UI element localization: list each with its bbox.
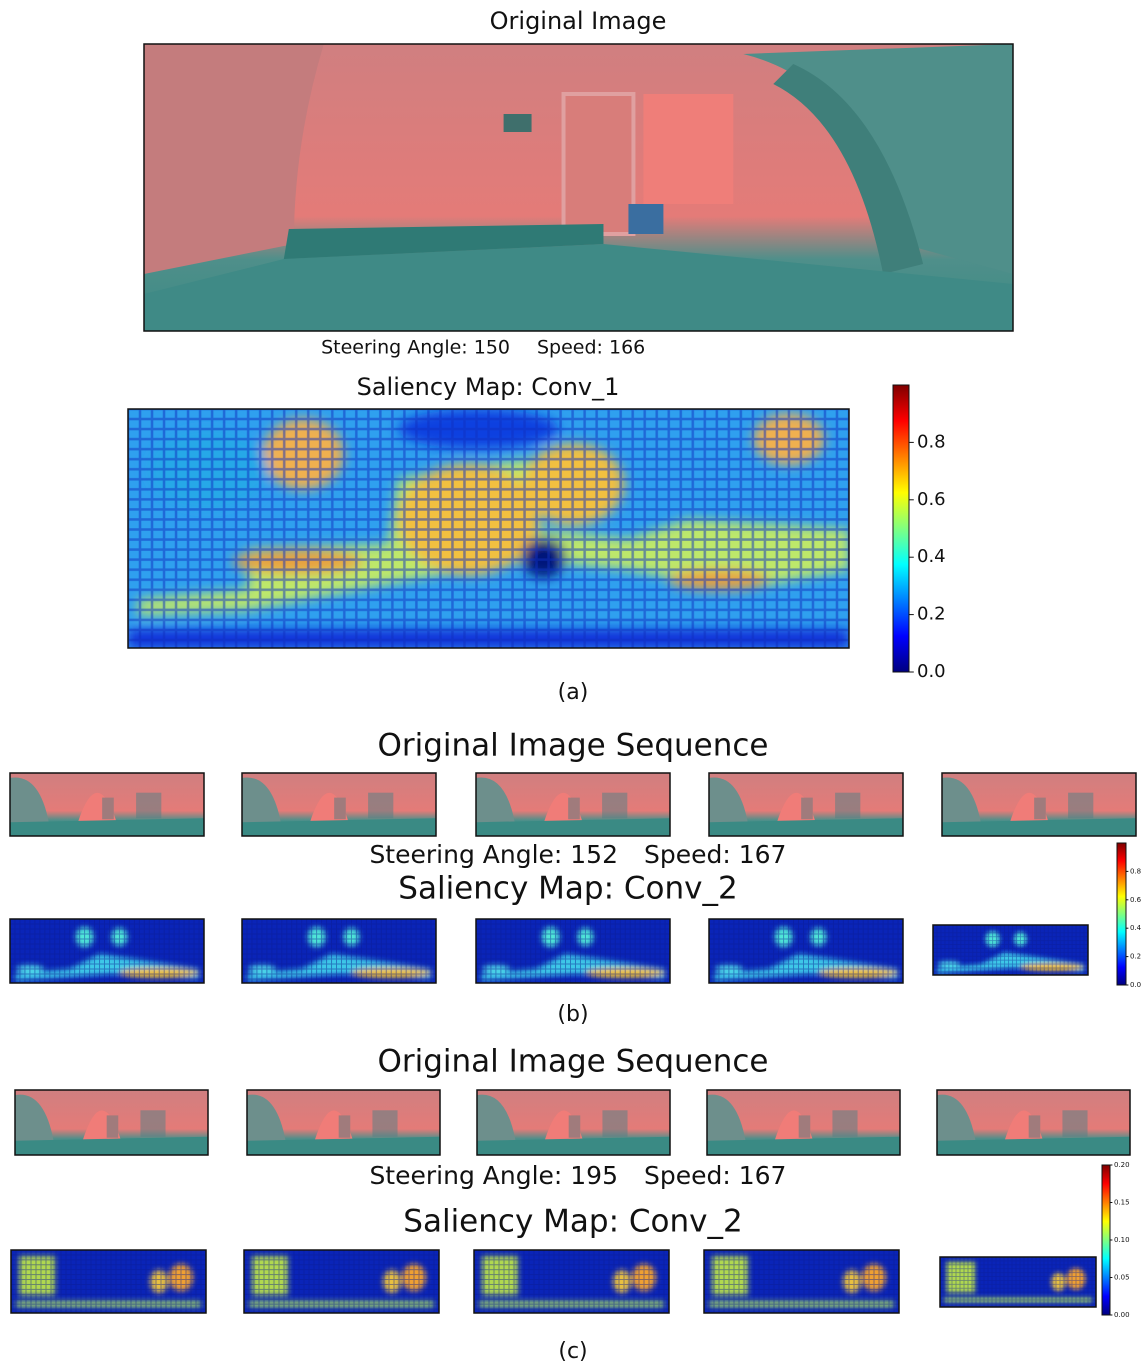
original-image — [144, 44, 1013, 331]
saliency-map — [10, 919, 204, 983]
saliency-map — [244, 1250, 439, 1313]
image-title: Original Image — [490, 7, 667, 35]
colorbar — [893, 385, 909, 672]
sequence-image — [709, 773, 903, 836]
colorbar-tick-label: 0.00 — [1114, 1311, 1130, 1319]
saliency-title: Saliency Map: Conv_2 — [398, 871, 737, 907]
saliency-title: Saliency Map: Conv_1 — [357, 373, 620, 401]
sequence-image — [937, 1090, 1130, 1155]
saliency-map — [128, 409, 849, 648]
saliency-map — [704, 1250, 899, 1313]
colorbar-tick-label: 0.15 — [1114, 1199, 1130, 1207]
speed: Speed: 167 — [644, 1161, 786, 1190]
speed: Speed: 166 — [537, 337, 645, 359]
saliency-map — [476, 919, 670, 983]
colorbar-tick-label: 0.2 — [917, 604, 946, 625]
sequence-image — [242, 773, 436, 836]
colorbar-tick-label: 0.6 — [917, 489, 946, 510]
saliency-map — [933, 925, 1088, 975]
figure: Original Image Steering Angle: 150 Speed… — [0, 0, 1146, 1367]
colorbar-tick-label: 0.20 — [1114, 1161, 1130, 1169]
colorbar-tick-label: 0.8 — [1130, 867, 1141, 875]
colorbar-tick-label: 0.6 — [1130, 896, 1142, 904]
colorbar-tick-label: 0.0 — [1130, 981, 1141, 989]
colorbar — [1102, 1165, 1110, 1315]
panel-label: (b) — [557, 1002, 588, 1027]
saliency-map — [242, 919, 436, 983]
image-title: Original Image Sequence — [377, 1044, 768, 1080]
colorbar — [1117, 843, 1126, 985]
saliency-title: Saliency Map: Conv_2 — [403, 1204, 742, 1240]
colorbar-tick-label: 0.8 — [917, 431, 946, 452]
colorbar-tick-label: 0.05 — [1114, 1274, 1130, 1282]
saliency-map — [11, 1250, 206, 1313]
panel-label: (c) — [558, 1339, 587, 1364]
sequence-image — [10, 773, 204, 836]
sequence-image — [247, 1090, 440, 1155]
sequence-image — [476, 773, 670, 836]
steering-angle: Steering Angle: 195 — [369, 1161, 618, 1190]
sequence-image — [477, 1090, 670, 1155]
colorbar-tick-label: 0.0 — [917, 661, 946, 682]
image-title: Original Image Sequence — [377, 728, 768, 764]
sequence-image — [942, 773, 1136, 836]
colorbar-tick-label: 0.2 — [1130, 953, 1141, 961]
saliency-map — [940, 1257, 1096, 1307]
sequence-image — [707, 1090, 900, 1155]
steering-angle: Steering Angle: 152 — [369, 840, 618, 869]
colorbar-tick-label: 0.4 — [1130, 924, 1142, 932]
colorbar-tick-label: 0.4 — [917, 546, 946, 567]
speed: Speed: 167 — [644, 840, 786, 869]
sequence-image — [15, 1090, 208, 1155]
saliency-map — [709, 919, 903, 983]
colorbar-tick-label: 0.10 — [1114, 1236, 1130, 1244]
steering-angle: Steering Angle: 150 — [321, 337, 510, 359]
saliency-map — [474, 1250, 669, 1313]
panel-label: (a) — [558, 680, 589, 705]
